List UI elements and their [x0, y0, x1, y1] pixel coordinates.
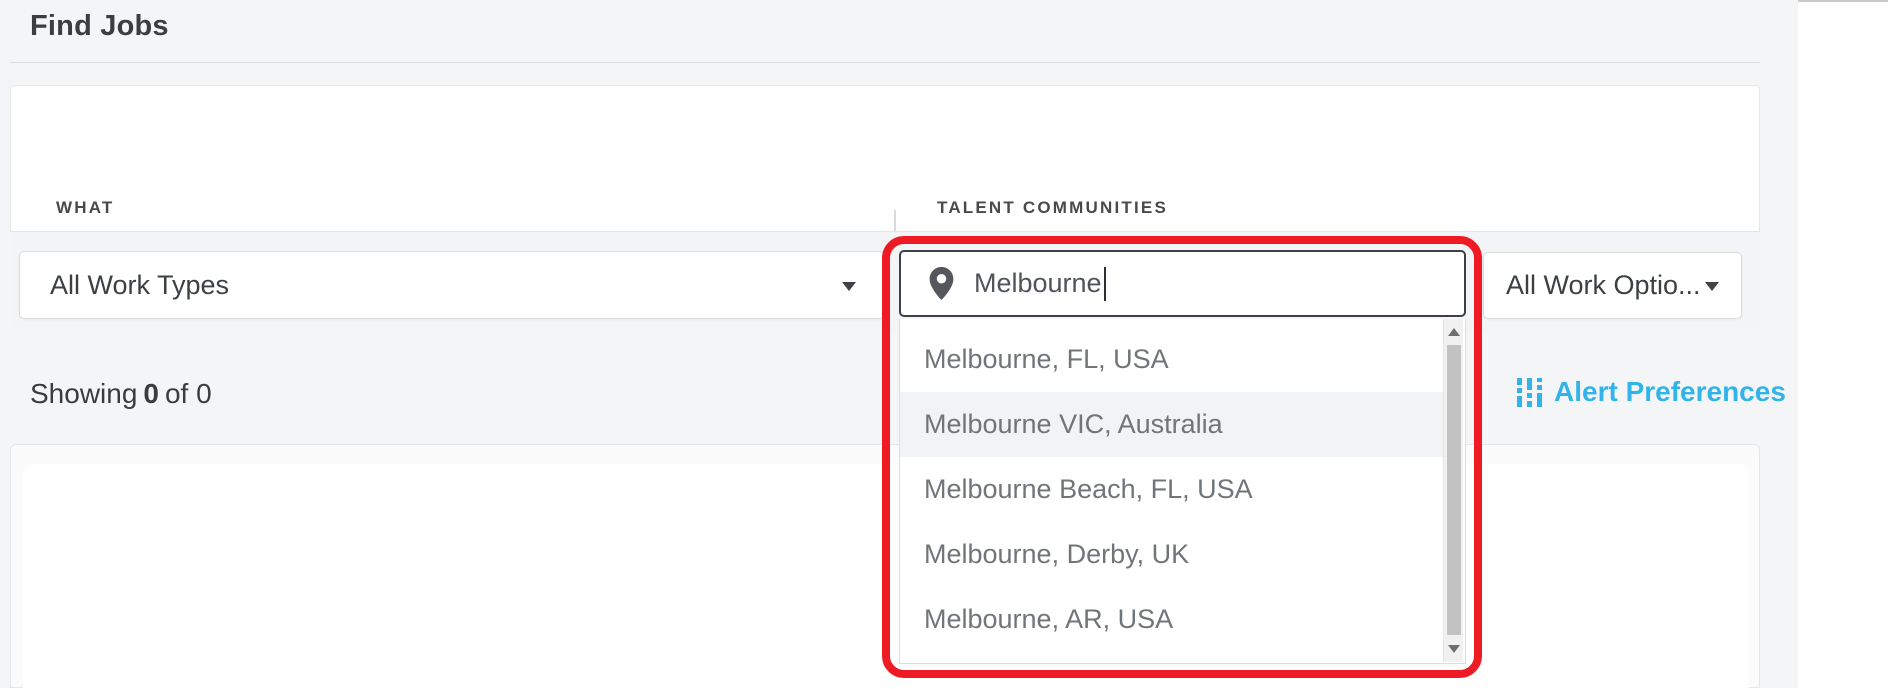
- scroll-up-icon[interactable]: [1448, 328, 1460, 336]
- work-options-select[interactable]: All Work Optio...: [1483, 252, 1742, 319]
- results-empty-panel: [23, 464, 1749, 689]
- dropdown-scrollbar[interactable]: [1443, 319, 1463, 662]
- suggestion-melbourne-derby-uk[interactable]: Melbourne, Derby, UK: [924, 539, 1190, 569]
- location-input[interactable]: Melbourne: [899, 250, 1466, 317]
- results-shown-count: 0: [143, 378, 159, 409]
- page-right-margin: [1798, 0, 1888, 688]
- text-cursor: [1103, 266, 1106, 301]
- page-title: Find Jobs: [30, 10, 169, 42]
- work-types-select[interactable]: All Work Types: [19, 251, 885, 319]
- scrollbar-thumb[interactable]: [1447, 345, 1461, 635]
- results-card: [10, 444, 1760, 689]
- title-divider: [10, 62, 1760, 63]
- sliders-icon: [1517, 378, 1542, 407]
- location-suggestions-dropdown: Melbourne, FL, USA Melbourne VIC, Austra…: [899, 319, 1466, 664]
- results-prefix: Showing: [30, 378, 138, 409]
- suggestion-melbourne-vic-australia[interactable]: Melbourne VIC, Australia: [900, 392, 1445, 457]
- chevron-down-icon: [1705, 282, 1719, 291]
- talent-communities-label: TALENT COMMUNITIES: [937, 198, 1168, 217]
- suggestion-melbourne-ar-usa[interactable]: Melbourne, AR, USA: [924, 604, 1174, 634]
- results-total-count: 0: [196, 378, 212, 409]
- scroll-down-icon[interactable]: [1448, 645, 1460, 653]
- suggestion-melbourne-beach-fl-usa[interactable]: Melbourne Beach, FL, USA: [924, 474, 1253, 504]
- alert-preferences-link[interactable]: Alert Preferences: [1514, 374, 1786, 410]
- location-input-value: Melbourne: [974, 268, 1102, 298]
- results-count-text: Showing 0 of 0: [30, 378, 212, 410]
- results-of-label: of: [164, 378, 189, 409]
- alert-preferences-label: Alert Preferences: [1554, 376, 1786, 407]
- work-types-value: All Work Types: [50, 269, 230, 300]
- work-options-value: All Work Optio...: [1506, 270, 1701, 300]
- what-label: WHAT: [56, 198, 115, 217]
- map-pin-icon: [929, 267, 954, 300]
- chevron-down-icon: [842, 282, 856, 291]
- suggestion-melbourne-fl-usa[interactable]: Melbourne, FL, USA: [924, 344, 1169, 374]
